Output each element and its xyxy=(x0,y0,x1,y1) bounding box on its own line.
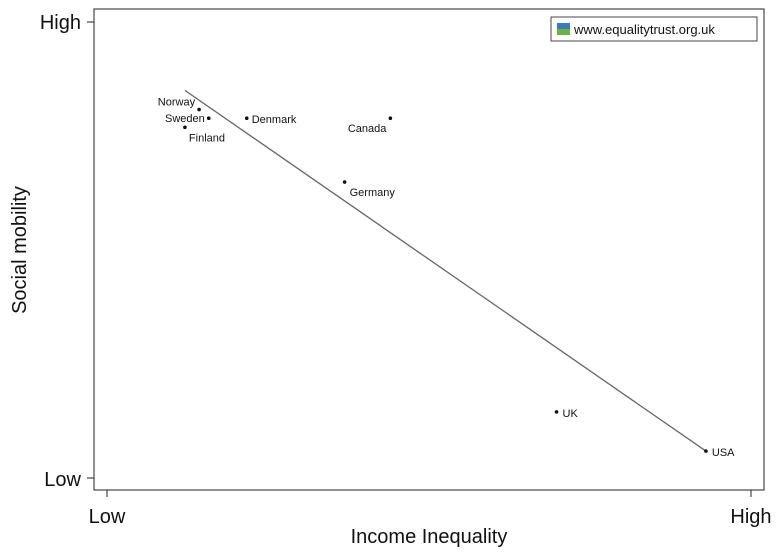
point-denmark xyxy=(244,116,249,121)
plot-frame xyxy=(93,8,765,491)
y-axis-title: Social mobility xyxy=(9,186,31,314)
point-norway xyxy=(197,107,201,112)
point-label-denmark: Denmark xyxy=(252,114,297,126)
legend-swatch-top xyxy=(557,23,570,29)
point-finland xyxy=(183,125,187,130)
point-uk xyxy=(554,410,559,414)
point-usa xyxy=(704,449,708,453)
point-sweden xyxy=(206,116,211,121)
legend-swatch-bottom xyxy=(557,29,570,35)
trend-line xyxy=(184,89,707,452)
point-label-sweden: Sweden xyxy=(165,113,205,125)
y-tick-label-high: High xyxy=(40,12,81,34)
legend: www.equalitytrust.org.uk xyxy=(550,16,758,42)
legend-text: www.equalitytrust.org.uk xyxy=(573,22,715,37)
x-tick-label-high: High xyxy=(730,506,771,528)
y-tick-label-low: Low xyxy=(44,469,81,491)
legend-box xyxy=(550,16,758,42)
point-germany xyxy=(342,180,347,184)
point-label-uk: UK xyxy=(563,408,579,420)
point-label-canada: Canada xyxy=(348,123,387,135)
x-axis-title: Income Inequality xyxy=(351,526,508,548)
point-canada xyxy=(388,116,393,121)
point-label-norway: Norway xyxy=(158,97,196,109)
point-label-germany: Germany xyxy=(350,187,396,199)
data-points: Norway Sweden Finland Denmark Canada Germany U… xyxy=(158,97,735,460)
point-label-usa: USA xyxy=(712,447,735,459)
x-tick-label-low: Low xyxy=(89,506,126,528)
point-label-finland: Finland xyxy=(189,132,225,144)
